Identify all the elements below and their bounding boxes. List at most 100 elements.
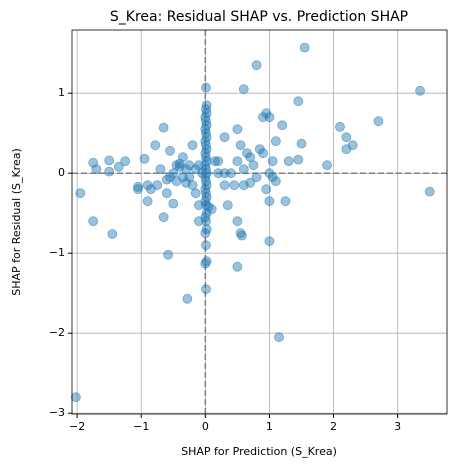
point xyxy=(120,156,131,167)
point xyxy=(238,84,249,95)
point xyxy=(219,168,230,179)
point xyxy=(373,116,384,127)
point xyxy=(201,188,211,199)
point xyxy=(251,60,262,71)
point xyxy=(187,140,198,151)
point xyxy=(201,104,211,115)
point xyxy=(200,228,211,239)
point xyxy=(261,184,272,195)
point xyxy=(299,42,310,53)
point xyxy=(91,164,102,175)
point xyxy=(171,176,182,187)
point xyxy=(161,188,172,199)
point xyxy=(200,148,211,159)
point xyxy=(258,148,268,159)
point xyxy=(341,132,352,143)
point xyxy=(201,284,211,295)
point xyxy=(280,196,291,207)
point xyxy=(133,184,143,195)
point xyxy=(270,136,281,147)
x-tick-label: −1 xyxy=(133,420,149,433)
point xyxy=(264,112,275,123)
point xyxy=(219,132,230,143)
point xyxy=(236,230,247,241)
point xyxy=(235,140,246,151)
point xyxy=(200,184,211,195)
point xyxy=(322,160,333,171)
x-tick-label: 3 xyxy=(394,420,401,433)
point xyxy=(158,212,169,223)
point xyxy=(150,140,161,151)
y-tick-label: 0 xyxy=(58,166,65,179)
point xyxy=(163,249,174,260)
y-tick-label: −2 xyxy=(49,326,65,339)
point xyxy=(75,188,86,199)
point xyxy=(277,120,288,131)
point xyxy=(210,156,220,167)
point xyxy=(200,136,211,147)
point xyxy=(201,216,211,227)
point xyxy=(296,138,307,149)
point xyxy=(201,176,211,187)
point xyxy=(293,96,304,107)
point xyxy=(251,172,262,183)
chart-title: S_Krea: Residual SHAP vs. Prediction SHA… xyxy=(110,9,408,25)
point xyxy=(201,164,211,175)
point xyxy=(113,161,124,172)
x-tick-label: −2 xyxy=(69,420,85,433)
point xyxy=(152,180,163,191)
point xyxy=(168,198,179,209)
point xyxy=(238,164,249,175)
point xyxy=(201,116,211,127)
point xyxy=(200,112,211,123)
point xyxy=(182,293,193,304)
y-tick-label: −1 xyxy=(49,246,65,259)
point xyxy=(155,164,166,175)
point xyxy=(201,82,211,93)
point xyxy=(161,174,172,185)
point xyxy=(264,196,275,207)
y-tick-label: −3 xyxy=(49,406,65,419)
point xyxy=(229,180,240,191)
point xyxy=(267,156,278,167)
point xyxy=(190,188,201,199)
point xyxy=(201,100,212,111)
point xyxy=(201,152,211,163)
point xyxy=(274,332,284,343)
point xyxy=(213,156,224,167)
point xyxy=(335,121,345,132)
point xyxy=(264,236,275,247)
point xyxy=(222,200,233,211)
point xyxy=(201,128,211,139)
point xyxy=(283,156,294,167)
point xyxy=(190,164,201,175)
point xyxy=(200,124,211,135)
point xyxy=(232,124,243,135)
point xyxy=(104,166,115,177)
point xyxy=(139,153,150,164)
point xyxy=(293,154,304,165)
axes-frame xyxy=(71,29,448,415)
point xyxy=(165,145,175,156)
point xyxy=(200,196,211,207)
point xyxy=(201,140,211,151)
point xyxy=(158,122,169,133)
point xyxy=(70,392,81,403)
point xyxy=(347,140,358,151)
point xyxy=(219,180,230,191)
point xyxy=(248,160,259,171)
point xyxy=(133,181,143,192)
point xyxy=(107,229,118,239)
point xyxy=(232,261,243,272)
y-tick-label: 1 xyxy=(58,86,65,99)
x-tick-label: 1 xyxy=(266,420,273,433)
point xyxy=(200,160,211,171)
point xyxy=(174,158,185,169)
point xyxy=(171,160,182,171)
point xyxy=(415,85,425,96)
point xyxy=(200,172,211,183)
point xyxy=(200,212,211,223)
point xyxy=(104,155,115,166)
